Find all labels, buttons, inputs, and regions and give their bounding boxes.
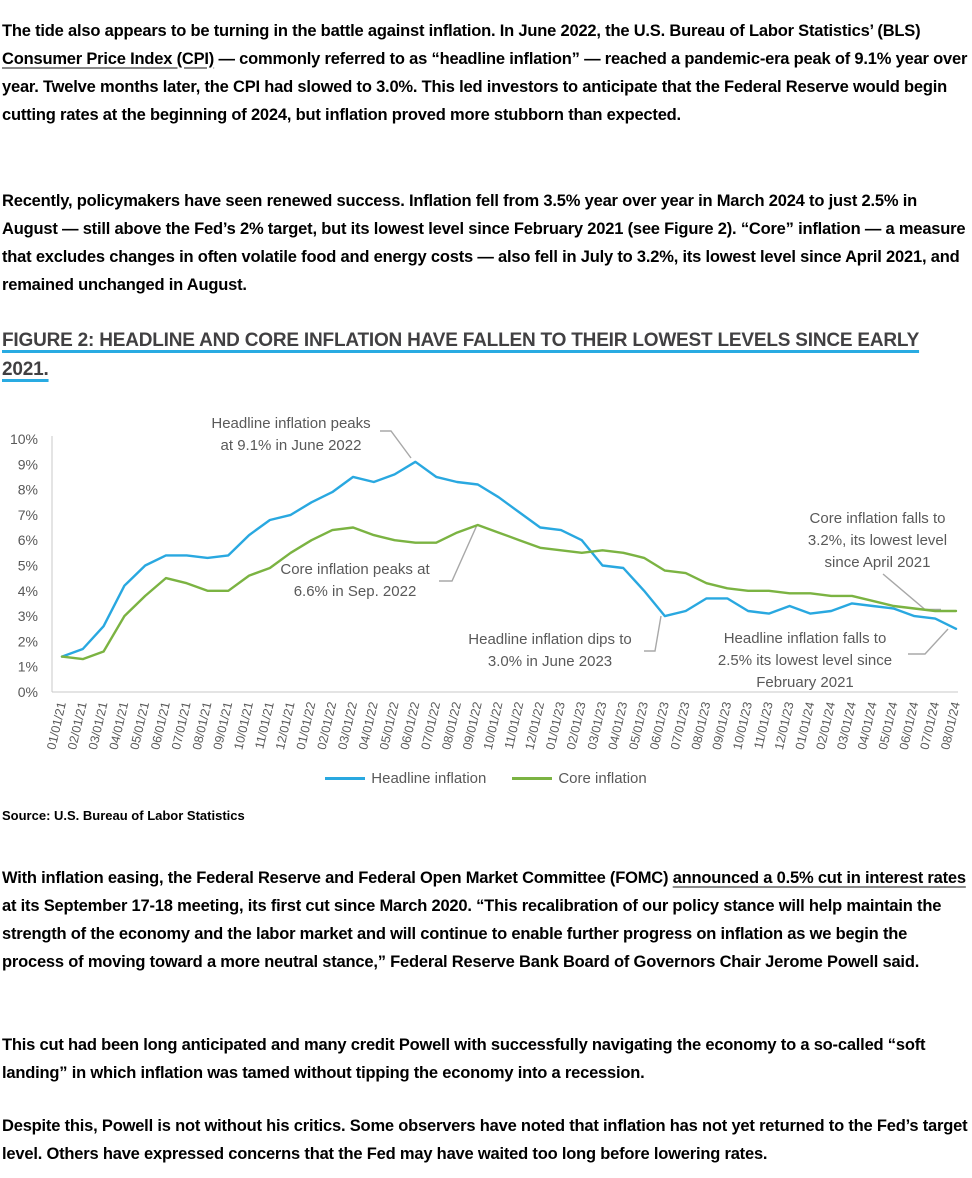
annotation-leader-line	[882, 573, 941, 611]
chart-annotation-core-low: Core inflation falls to 3.2%, its lowest…	[807, 510, 948, 571]
headline-line-swatch-icon	[325, 777, 366, 780]
y-tick-label: 9%	[18, 456, 38, 472]
y-tick-label: 1%	[18, 659, 38, 675]
figure-2-title: FIGURE 2: HEADLINE AND CORE INFLATION HA…	[2, 326, 932, 384]
paragraph-fomc-cut: With inflation easing, the Federal Reser…	[2, 864, 968, 976]
y-tick-label: 5%	[18, 558, 38, 574]
x-tick-label: 11/01/22	[502, 700, 526, 750]
chart-annotation-headline-dip: Headline inflation dips to 3.0% in June …	[468, 631, 632, 670]
core-line-swatch-icon	[512, 777, 553, 780]
inflation-line-chart: 0%1%2%3%4%5%6%7%8%9%10%01/01/2102/01/210…	[10, 430, 963, 751]
y-tick-label: 7%	[18, 507, 38, 523]
chart-annotation-core-peak: Core inflation peaks at 6.6% in Sep. 202…	[280, 561, 430, 600]
y-tick-label: 0%	[18, 684, 38, 700]
y-tick-label: 6%	[18, 532, 38, 548]
legend-item-headline: Headline inflation	[325, 770, 486, 787]
y-tick-label: 4%	[18, 583, 38, 599]
paragraph-soft-landing: This cut had been long anticipated and m…	[2, 1035, 926, 1082]
y-tick-label: 8%	[18, 482, 38, 498]
paragraph-text: — commonly referred to as “headline infl…	[2, 49, 968, 124]
legend-label-core: Core inflation	[558, 770, 647, 787]
chart-annotation-headline-peak: Headline inflation peaks at 9.1% in June…	[211, 415, 371, 454]
annotation-leader-line	[380, 430, 412, 459]
rate-cut-link[interactable]: announced a 0.5% cut in interest rates	[672, 868, 966, 887]
y-tick-label: 2%	[18, 633, 38, 649]
y-tick-label: 10%	[10, 431, 38, 447]
paragraph-text: at its September 17-18 meeting, its firs…	[2, 896, 942, 971]
paragraph-text: The tide also appears to be turning in t…	[2, 21, 921, 40]
paragraph-critics: Despite this, Powell is not without his …	[2, 1116, 968, 1163]
annotation-leader-line	[644, 615, 662, 652]
y-tick-label: 3%	[18, 608, 38, 624]
x-tick-label: 11/01/21	[252, 700, 276, 750]
legend-item-core: Core inflation	[512, 770, 647, 787]
chart-annotation-headline-low: Headline inflation falls to 2.5% its low…	[717, 630, 893, 691]
annotation-leader-line	[439, 524, 478, 582]
figure-2-title-text: FIGURE 2: HEADLINE AND CORE INFLATION HA…	[2, 329, 920, 380]
x-tick-label: 08/01/24	[938, 700, 963, 751]
chart-legend: Headline inflation Core inflation	[0, 770, 972, 787]
annotation-leader-line	[908, 628, 949, 655]
paragraph-text: With inflation easing, the Federal Reser…	[2, 868, 673, 887]
headline-inflation-series-line	[60, 460, 958, 658]
core-inflation-series-line	[60, 523, 958, 661]
paragraph-intro: The tide also appears to be turning in t…	[2, 17, 968, 129]
x-tick-label: 11/01/23	[751, 700, 775, 750]
source-note: Source: U.S. Bureau of Labor Statistics	[2, 808, 245, 823]
cpi-link[interactable]: Consumer Price Index (CPI)	[2, 49, 215, 68]
legend-label-headline: Headline inflation	[371, 770, 487, 787]
paragraph-recent-success: Recently, policymakers have seen renewed…	[2, 191, 966, 294]
